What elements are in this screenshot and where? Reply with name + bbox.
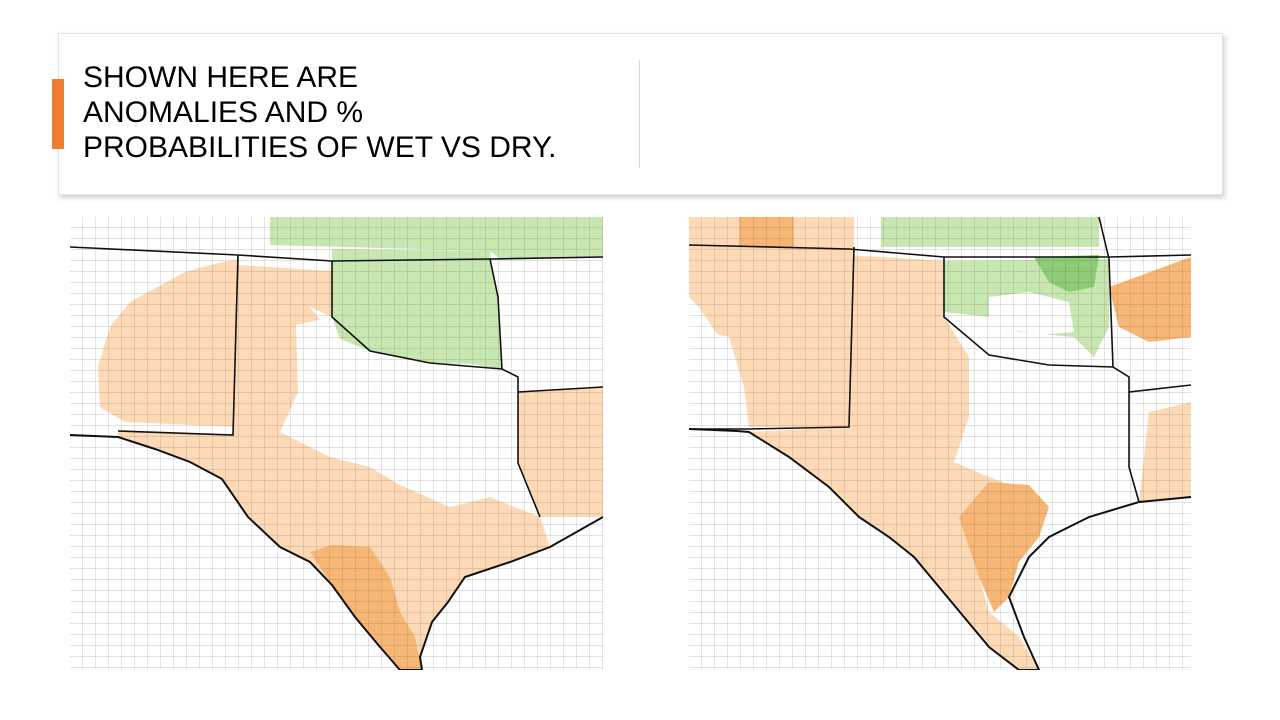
anomaly-map bbox=[70, 217, 603, 670]
probability-map bbox=[689, 217, 1191, 670]
title-line-1: SHOWN HERE ARE bbox=[83, 61, 359, 94]
slide-title: SHOWN HERE ARE ANOMALIES AND % PROBABILI… bbox=[83, 60, 556, 165]
title-card: SHOWN HERE ARE ANOMALIES AND % PROBABILI… bbox=[58, 33, 1223, 195]
title-divider bbox=[639, 60, 640, 168]
title-line-2: ANOMALIES AND % bbox=[83, 96, 364, 129]
accent-bar bbox=[52, 79, 64, 149]
title-line-3: PROBABILITIES OF WET VS DRY. bbox=[83, 131, 557, 164]
